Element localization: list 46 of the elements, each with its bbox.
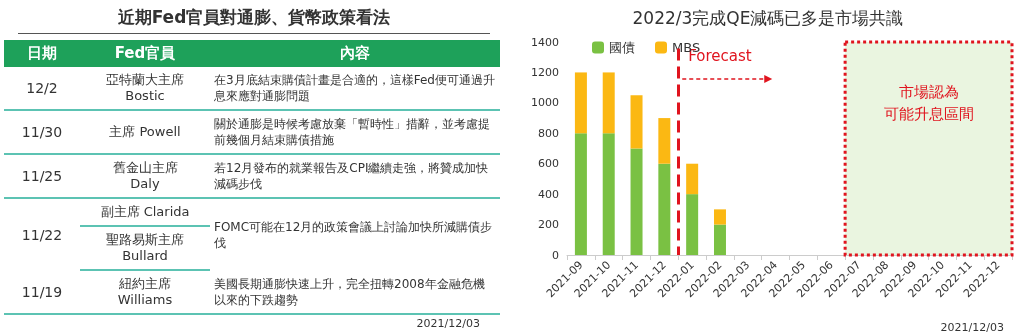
bar: [686, 163, 699, 195]
bar: [713, 209, 726, 225]
text: 近期Fed官員對通膨、貨幣政策看法: [18, 0, 490, 34]
bar: [713, 224, 726, 255]
text: FOMC可能在12月的政策會議上討論加快所減購債步伐: [213, 218, 494, 252]
y-tick-label: 0: [552, 248, 559, 262]
chart-title: 2022/3完成QE減碼已多是市場共識: [632, 7, 904, 28]
text: 紐約主席 Williams: [116, 275, 174, 309]
y-tick-label: 600: [538, 157, 559, 171]
text: Fed官員: [80, 40, 210, 67]
y-tick-label: 800: [538, 126, 559, 140]
text: 若12月發布的就業報告及CPI繼續走強，將贊成加快減碼步伐: [213, 160, 490, 193]
bar: [630, 95, 643, 149]
bar: [602, 72, 615, 134]
text: 亞特蘭大主席 Bostic: [105, 71, 185, 105]
text: 聖路易斯主席 Bullard: [80, 226, 210, 270]
bar: [574, 72, 587, 134]
text: 市場認為: [898, 83, 959, 101]
text: 11/25: [20, 167, 64, 186]
bar: [574, 133, 587, 255]
text: 內容: [210, 40, 500, 67]
text: 12/2: [25, 79, 59, 98]
text: 2021/12/03: [940, 321, 1005, 334]
y-tick-label: 400: [538, 187, 559, 201]
text: 主席 Powell: [108, 123, 182, 141]
text: 11/19: [20, 282, 64, 302]
text: 2021/12/03: [415, 317, 480, 330]
text: 11/30: [20, 123, 64, 142]
text: 美國長期通膨快速上升，完全扭轉2008年金融危機以來的下跌趨勢: [213, 275, 486, 309]
text: 在3月底結束購債計畫是合適的，這樣Fed便可通過升息來應對通膨問題: [213, 72, 496, 105]
text: 11/22: [20, 225, 64, 245]
y-tick-label: 1400: [531, 35, 559, 49]
y-tick-label: 1000: [531, 96, 559, 110]
bar: [630, 148, 643, 255]
bar: [658, 163, 671, 255]
text: 可能升息區間: [883, 105, 974, 123]
bar: [602, 133, 615, 255]
text: 副主席 Clarida: [80, 198, 210, 226]
text: 日期: [4, 40, 80, 67]
bar: [658, 118, 671, 164]
bar: [686, 194, 699, 255]
y-tick-label: 200: [538, 218, 559, 232]
legend-label: 國債: [609, 40, 635, 55]
text: 關於通膨是時候考慮放棄「暫時性」措辭，並考慮提前幾個月結束購債措施: [213, 116, 491, 149]
y-tick-label: 1200: [531, 65, 559, 79]
text: 舊金山主席 Daly: [111, 159, 179, 193]
